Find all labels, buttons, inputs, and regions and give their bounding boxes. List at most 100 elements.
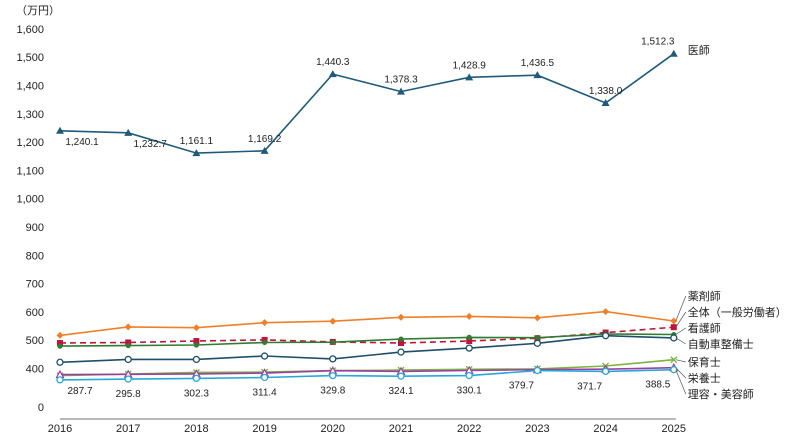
- series-2-point-2022: [465, 312, 473, 320]
- series-8-value-label-2016: 287.7: [67, 386, 92, 397]
- series-1-value-label-2018: 1,161.1: [180, 136, 214, 147]
- y-tick-1500: 1,500: [16, 52, 44, 64]
- series-8-point-2023: [533, 366, 542, 375]
- series-8-point-2021: [397, 372, 405, 380]
- x-axis-ticks: 2016 2017 2018 2019 2020 2021 2022 2023 2024 2025: [48, 423, 686, 435]
- series-8-point-2016: [56, 376, 64, 384]
- series-8-value-label-2018: 302.3: [184, 388, 209, 399]
- series-1-value-label-2017: 1,232.7: [134, 139, 168, 150]
- series-8-value-label-2019: 311.4: [252, 387, 277, 398]
- series-2-point-2021: [397, 313, 405, 321]
- y-tick-1600: 1,600: [16, 24, 44, 36]
- x-tick-2020: 2020: [321, 423, 345, 435]
- y-tick-1100: 1,100: [16, 165, 44, 177]
- series-1-value-label-2023: 1,436.5: [521, 58, 555, 69]
- series-4-leader-line: [675, 327, 686, 335]
- series-markers: [55, 49, 679, 384]
- series-4-point-2016: [57, 343, 63, 349]
- x-tick-2019: 2019: [252, 423, 276, 435]
- series-8-leader-line: [675, 369, 687, 395]
- x-tick-2017: 2017: [116, 423, 140, 435]
- series-4-point-2017: [125, 342, 131, 349]
- series-8-value-label-2022: 330.1: [457, 386, 482, 397]
- series-lines: [59, 53, 675, 381]
- series-8-point-2017: [124, 375, 132, 383]
- series-1-point-2018: [192, 149, 201, 157]
- x-tick-2024: 2024: [593, 423, 617, 435]
- series-6-point-2025: [670, 356, 678, 364]
- series-6-leader-line: [675, 359, 686, 363]
- series-5-point-2022: [465, 344, 473, 352]
- series-1-name-label: 医師: [688, 44, 710, 57]
- series-1-point-2023: [533, 71, 542, 79]
- series-2-point-2020: [329, 317, 337, 325]
- series-1-value-label-2016: 1,240.1: [65, 137, 99, 148]
- x-tick-2025: 2025: [662, 423, 686, 435]
- series-4-point-2021: [398, 336, 404, 342]
- x-tick-2023: 2023: [525, 423, 549, 435]
- y-tick-1400: 1,400: [16, 81, 44, 93]
- x-tick-2022: 2022: [457, 423, 481, 435]
- series-4-line: [59, 333, 674, 347]
- series-1-point-2022: [465, 73, 474, 81]
- series-2-point-2018: [192, 324, 200, 332]
- series-4-point-2022: [466, 334, 472, 340]
- series-4-point-2023: [534, 335, 541, 341]
- series-5-point-2023: [533, 339, 542, 347]
- series-6-name-label: 保育士: [688, 355, 721, 369]
- series-1-value-label-2020: 1,440.3: [316, 57, 350, 68]
- series-5-point-2021: [397, 348, 405, 356]
- series-7-name-label: 栄養士: [688, 371, 721, 385]
- series-5-point-2018: [192, 355, 201, 364]
- series-8-value-label-2024: 371.7: [577, 381, 602, 392]
- y-tick-900: 900: [26, 222, 44, 234]
- x-tick-2018: 2018: [184, 423, 208, 435]
- y-tick-1300: 1,300: [16, 109, 44, 121]
- series-3-point-2022: [466, 338, 473, 345]
- series-8-point-2019: [260, 373, 269, 382]
- series-3-point-2021: [398, 340, 404, 347]
- series-5-point-2020: [329, 355, 337, 363]
- series-1-point-2017: [124, 128, 133, 136]
- series-1-point-2019: [260, 146, 269, 154]
- y-tick-600: 600: [26, 307, 44, 319]
- y-axis-unit-label: （万円）: [16, 4, 60, 17]
- series-1-value-label-2022: 1,428.9: [453, 60, 487, 71]
- series-4-point-2019: [262, 339, 268, 346]
- x-tick-2021: 2021: [389, 423, 413, 435]
- y-tick-500: 500: [26, 335, 44, 347]
- y-axis-ticks: 0 400 500 600 700 800 900 1,000 1,100 1,200 1,300 1…: [16, 24, 44, 414]
- series-8-value-label-2023: 379.7: [509, 381, 534, 392]
- series-2-point-2024: [602, 308, 610, 316]
- series-2-name-label: 薬剤師: [688, 289, 721, 303]
- series-3-point-2017: [125, 339, 132, 346]
- series-4-point-2018: [193, 342, 199, 348]
- x-tick-2016: 2016: [48, 423, 72, 435]
- series-5-line: [59, 334, 674, 364]
- series-1-value-label-2021: 1,378.3: [384, 75, 418, 86]
- data-labels: 1,240.1 1,232.7 1,161.1 1,169.2 1,440.3 1,378…: [65, 37, 675, 400]
- series-8-point-2022: [465, 371, 473, 380]
- series-1-line: [59, 53, 675, 154]
- series-2-leader-line: [675, 295, 687, 322]
- series-1-value-label-2024: 1,338.0: [589, 86, 623, 97]
- series-1-point-2020: [328, 70, 337, 78]
- series-4-name-label: 看護師: [688, 321, 721, 335]
- series-2-point-2019: [261, 319, 269, 327]
- y-tick-700: 700: [26, 279, 44, 291]
- series-3-point-2016: [57, 340, 63, 347]
- y-tick-1000: 1,000: [16, 194, 44, 206]
- series-1-value-label-2025: 1,512.3: [641, 37, 675, 48]
- series-8-point-2018: [192, 374, 201, 383]
- series-2-point-2023: [533, 314, 541, 322]
- series-1-point-2016: [56, 126, 64, 134]
- series-1-point-2025: [669, 49, 678, 57]
- series-7-leader-line: [675, 367, 687, 379]
- series-1-point-2021: [397, 87, 405, 95]
- series-8-point-2025: [670, 366, 678, 374]
- series-8-value-label-2020: 329.8: [320, 386, 345, 397]
- series-1-value-label-2019: 1,169.2: [248, 134, 282, 145]
- series-7-line: [59, 366, 674, 376]
